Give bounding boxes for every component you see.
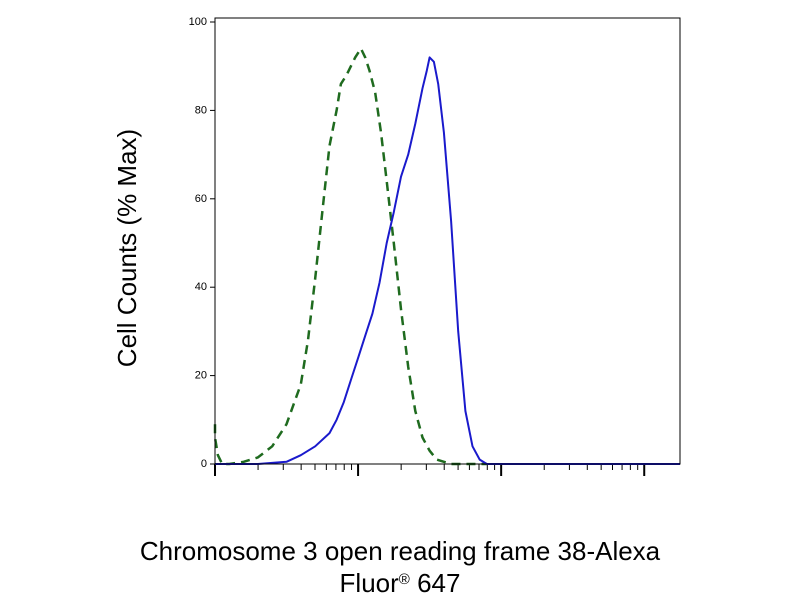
series-lines	[213, 47, 680, 466]
y-tick-label: 0	[201, 458, 207, 470]
x-axis-label-line1: Chromosome 3 open reading frame 38-Alexa	[140, 536, 661, 566]
y-tick-label: 80	[195, 104, 207, 116]
y-tick-label: 20	[195, 370, 207, 382]
y-tick-label: 40	[195, 281, 207, 293]
x-axis-label-number: 647	[410, 568, 461, 598]
x-axis-label-line2: Fluor® 647	[340, 568, 461, 598]
x-axis-label-registered: ®	[399, 571, 410, 588]
series-line-dashed	[213, 47, 487, 466]
plot-frame	[214, 17, 681, 465]
y-axis-ticks: 0 20 40 60 80 100	[189, 16, 215, 470]
series-line-solid	[215, 56, 680, 465]
y-axis-label: Cell Counts (% Max)	[112, 129, 142, 367]
y-tick-label: 60	[195, 193, 207, 205]
y-tick-label: 100	[189, 16, 207, 28]
x-axis-ticks	[214, 464, 646, 476]
x-axis-label-fluor: Fluor	[340, 568, 400, 598]
